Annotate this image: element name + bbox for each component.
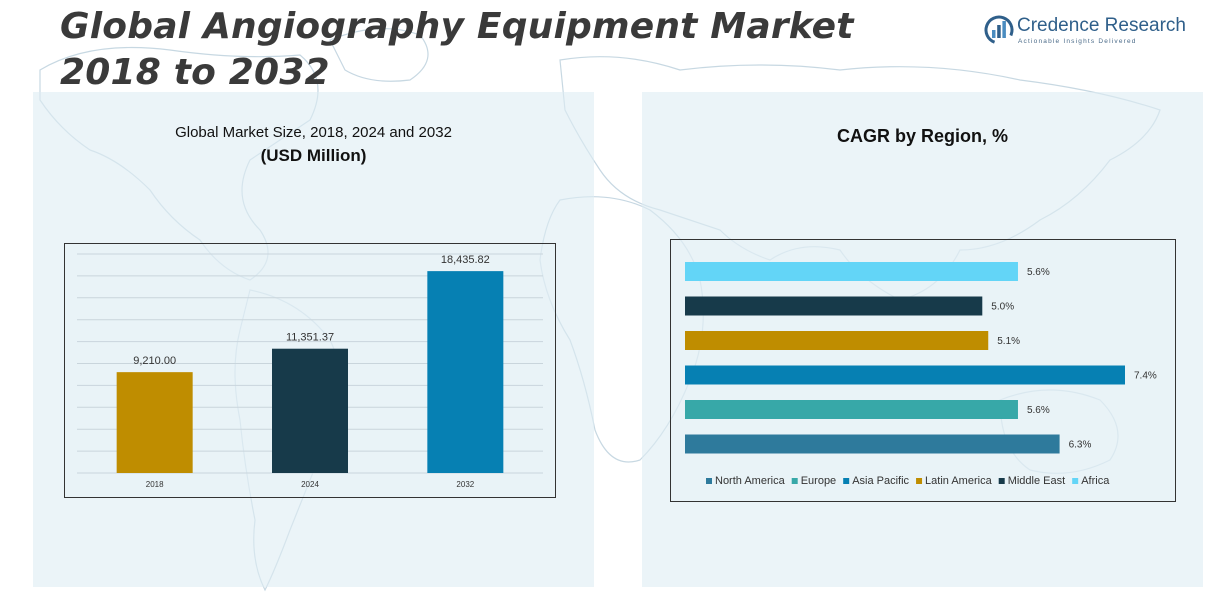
cagr-chart-frame: 5.6% 5.0% 5.1% 7.4% 5.6% 6.3% North America Eur…	[670, 239, 1176, 502]
bar-value-label: 5.6%	[1027, 405, 1050, 416]
brand-logo: Credence Research Actionable Insights De…	[983, 14, 1186, 50]
bar-asia-pacific	[685, 365, 1125, 385]
legend-swatch	[843, 478, 850, 484]
bar-north-america	[685, 434, 1060, 454]
legend-swatch	[791, 478, 798, 484]
bar-value-label: 11,351.37	[286, 332, 334, 344]
legend-swatch	[916, 478, 923, 484]
legend-label: North America	[715, 475, 786, 487]
bar-2024	[272, 348, 348, 473]
bar-europe	[685, 400, 1018, 419]
bar-middle-east	[685, 296, 983, 316]
legend-label: Asia Pacific	[852, 475, 909, 487]
bar-value-label: 5.0%	[991, 302, 1014, 313]
cagr-horizontal-bar-chart: 5.6% 5.0% 5.1% 7.4% 5.6% 6.3% North America Eur…	[685, 262, 1157, 487]
legend-swatch	[998, 478, 1005, 484]
bar-value-label: 5.1%	[997, 336, 1020, 347]
cagr-title: CAGR by Region, %	[836, 126, 1008, 146]
bar-latin-america	[685, 331, 989, 350]
legend-label: Middle East	[1008, 475, 1065, 487]
legend-swatch	[1072, 478, 1079, 484]
bar-value-label: 9,210.00	[133, 355, 176, 367]
chart-legend: North America Europe Asia Pacific Latin Ame…	[706, 475, 1110, 487]
legend-label: Africa	[1081, 475, 1110, 487]
bar-value-label: 6.3%	[1069, 440, 1092, 451]
brand-tagline: Actionable Insights Delivered	[1018, 38, 1137, 45]
market-size-bar-chart: 9,210.00 2018 11,351.37 2024 18,435.82 2032	[77, 253, 543, 489]
brand-name: Credence Research	[1017, 15, 1186, 36]
bar-value-label: 18,435.82	[441, 254, 490, 266]
bar-2018	[116, 372, 193, 473]
page-title: Global Angiography Equipment Market 2018…	[60, 6, 854, 93]
market-size-chart-frame: 9,210.00 2018 11,351.37 2024 18,435.82 2032	[64, 243, 556, 498]
legend-label: Latin America	[925, 475, 993, 487]
legend-swatch	[706, 478, 712, 484]
market-size-unit: (USD Million)	[260, 146, 367, 165]
credence-logo-icon	[984, 15, 1014, 45]
bar-value-label: 5.6%	[1027, 267, 1050, 278]
bar-value-label: 7.4%	[1134, 371, 1157, 382]
x-tick-label: 2018	[146, 480, 164, 489]
bar-2032	[427, 271, 504, 473]
x-tick-label: 2032	[456, 480, 474, 489]
legend-label: Europe	[801, 475, 836, 487]
bar-africa	[685, 262, 1018, 281]
x-tick-label: 2024	[301, 480, 319, 489]
market-size-subtitle: Global Market Size, 2018, 2024 and 2032	[175, 124, 452, 141]
